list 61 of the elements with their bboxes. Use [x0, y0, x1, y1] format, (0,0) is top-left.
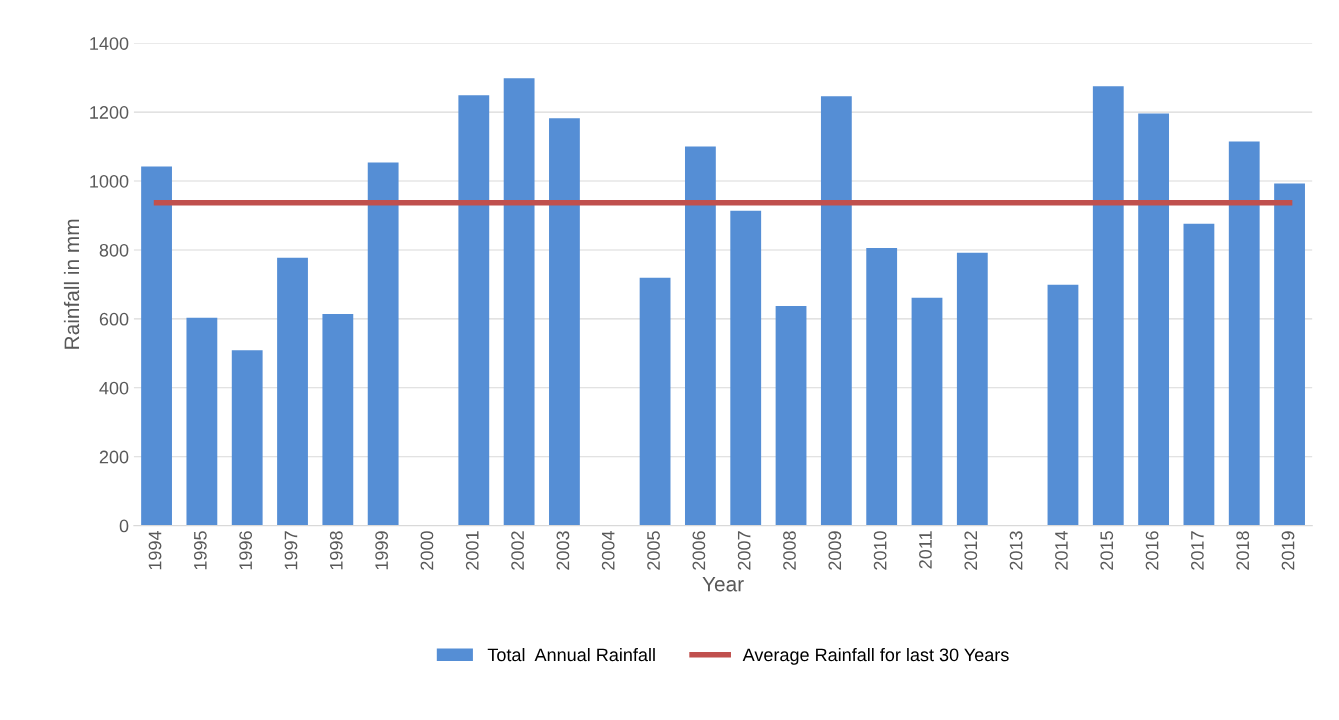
y-tick-label: 600 [99, 312, 129, 326]
x-tick-label: 2009 [828, 531, 842, 570]
x-tick-label: 1998 [329, 531, 343, 570]
bar [639, 277, 671, 526]
y-axis-title: Rainfall in mm [63, 219, 80, 349]
x-tick-label: 2008 [783, 531, 796, 570]
bar [141, 166, 172, 526]
x-tick-label: 2019 [1281, 531, 1295, 570]
bar [1138, 113, 1170, 526]
y-tick-label: 1000 [90, 174, 129, 188]
x-axis-title: Year [702, 576, 744, 592]
bar [1183, 223, 1215, 526]
x-tick-label: 2011 [919, 531, 932, 569]
x-tick-label: 2003 [556, 531, 570, 570]
x-tick-label: 2018 [1236, 531, 1250, 570]
bar [186, 317, 218, 526]
x-tick-label: 2015 [1100, 531, 1114, 570]
x-tick-label: 2013 [1009, 531, 1023, 570]
x-tick-label: 2010 [873, 531, 887, 570]
x-tick-label: 2005 [647, 531, 660, 570]
x-tick-label: 2001 [465, 531, 479, 570]
x-tick-label: 2006 [692, 531, 706, 570]
bar [549, 118, 580, 526]
bar [956, 252, 988, 526]
bar [1274, 183, 1305, 526]
bar [866, 247, 898, 526]
x-tick-label: 2007 [737, 531, 751, 570]
bar [277, 257, 308, 526]
y-tick-label: 200 [99, 450, 129, 464]
bar [367, 162, 399, 526]
y-tick-label: 800 [99, 243, 129, 257]
x-tick-label: 2016 [1145, 531, 1159, 570]
x-tick-label: 2017 [1190, 531, 1204, 570]
bar [775, 306, 807, 526]
bar [322, 314, 354, 526]
x-tick-label: 1997 [284, 531, 298, 570]
bar [503, 78, 535, 526]
x-tick-label: 2004 [601, 530, 615, 570]
bar [231, 350, 263, 526]
legend-label: Average Rainfall for last 30 Years [742, 647, 1009, 665]
bar [684, 146, 716, 526]
bar [458, 95, 490, 526]
x-tick-label: 2012 [964, 531, 978, 570]
y-tick-label: 1400 [90, 37, 129, 50]
bar [1228, 141, 1260, 526]
y-tick-label: 1200 [90, 106, 129, 119]
x-tick-label: 1999 [375, 531, 389, 570]
x-tick-label: 2000 [420, 531, 434, 570]
y-tick-label: 400 [99, 381, 129, 395]
y-tick-label: 0 [119, 519, 129, 533]
bar [1047, 284, 1079, 526]
legend-label: Total Annual Rainfall [487, 647, 655, 662]
x-tick-label: 1994 [148, 530, 162, 570]
bar [1092, 86, 1124, 526]
bar [820, 96, 852, 526]
x-tick-label: 2002 [511, 531, 524, 570]
bar [730, 210, 762, 526]
x-tick-label: 1996 [239, 531, 253, 570]
x-tick-label: 2014 [1055, 530, 1068, 570]
x-tick-label: 1995 [193, 531, 207, 570]
bar [911, 297, 943, 526]
